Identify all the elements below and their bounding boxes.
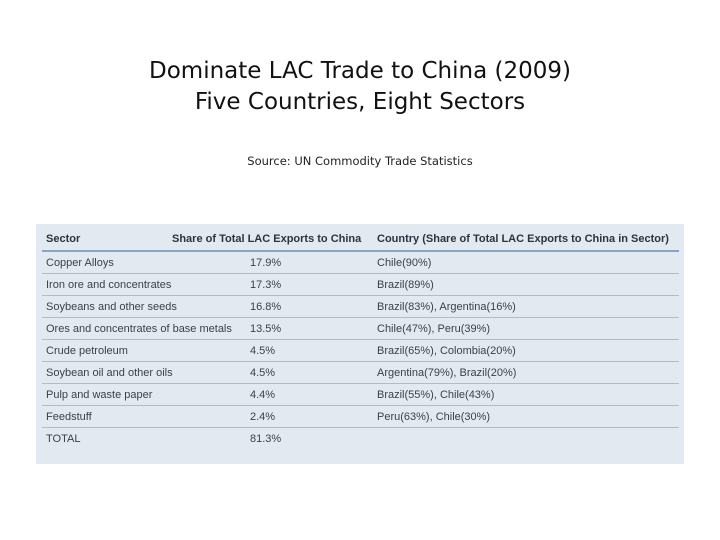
title-line-2: Five Countries, Eight Sectors: [194, 89, 526, 115]
cell-sector: Copper Alloys: [42, 251, 168, 274]
cell-sector: Iron ore and concentrates: [42, 273, 171, 296]
total-country: [373, 428, 679, 450]
total-row: TOTAL 81.3%: [42, 428, 679, 450]
table-row: Pulp and waste paper 4.4% Brazil(55%), C…: [42, 383, 679, 406]
total-share: 81.3%: [250, 432, 282, 445]
table-header-row: Sector Share of Total LAC Exports to Chi…: [42, 228, 679, 252]
table-row: Ores and concentrates of base metals 13.…: [42, 317, 679, 340]
cell-country: Argentina(79%), Brazil(20%): [373, 361, 679, 384]
sector-table: Sector Share of Total LAC Exports to Chi…: [42, 228, 679, 449]
table-row: Soybeans and other seeds 16.8% Brazil(83…: [42, 295, 679, 318]
total-label: TOTAL: [46, 432, 81, 445]
cell-country: Brazil(65%), Colombia(20%): [373, 339, 679, 362]
title-line-1: Dominate LAC Trade to China (2009): [149, 58, 571, 84]
cell-share: 16.8%: [168, 295, 373, 318]
cell-sector: Pulp and waste paper: [42, 383, 168, 406]
header-share: Share of Total LAC Exports to China: [168, 228, 373, 252]
cell-share: 17.3%: [168, 273, 373, 296]
cell-share: 4.4%: [168, 383, 373, 406]
cell-country: Brazil(55%), Chile(43%): [373, 383, 679, 406]
slide-title: Dominate LAC Trade to China (2009) Five …: [0, 56, 720, 118]
cell-sector: Feedstuff: [42, 405, 168, 428]
table-row: Copper Alloys 17.9% Chile(90%): [42, 251, 679, 274]
table-panel: Sector Share of Total LAC Exports to Chi…: [36, 224, 684, 464]
cell-sector: Soybean oil and other oils: [42, 361, 173, 384]
cell-share: 17.9%: [168, 251, 373, 274]
header-country: Country (Share of Total LAC Exports to C…: [373, 228, 679, 252]
header-sector: Sector: [42, 228, 168, 252]
table-row: Feedstuff 2.4% Peru(63%), Chile(30%): [42, 405, 679, 428]
table-row: Soybean oil and other oils 4.5% Argentin…: [42, 361, 679, 384]
table-row: Crude petroleum 4.5% Brazil(65%), Colomb…: [42, 339, 679, 362]
cell-country: Chile(47%), Peru(39%): [373, 317, 679, 340]
cell-share: 13.5%: [168, 317, 373, 340]
cell-sector: Ores and concentrates of base metals: [42, 317, 232, 340]
cell-country: Peru(63%), Chile(30%): [373, 405, 679, 428]
table-row: Iron ore and concentrates 17.3% Brazil(8…: [42, 273, 679, 296]
cell-country: Brazil(83%), Argentina(16%): [373, 295, 679, 318]
cell-share: 4.5%: [168, 339, 373, 362]
cell-share: 4.5%: [168, 361, 373, 384]
cell-country: Chile(90%): [373, 251, 679, 274]
source-caption: Source: UN Commodity Trade Statistics: [247, 154, 473, 168]
cell-share: 2.4%: [168, 405, 373, 428]
cell-sector: Crude petroleum: [42, 339, 168, 362]
cell-sector: Soybeans and other seeds: [42, 295, 177, 318]
cell-country: Brazil(89%): [373, 273, 679, 296]
